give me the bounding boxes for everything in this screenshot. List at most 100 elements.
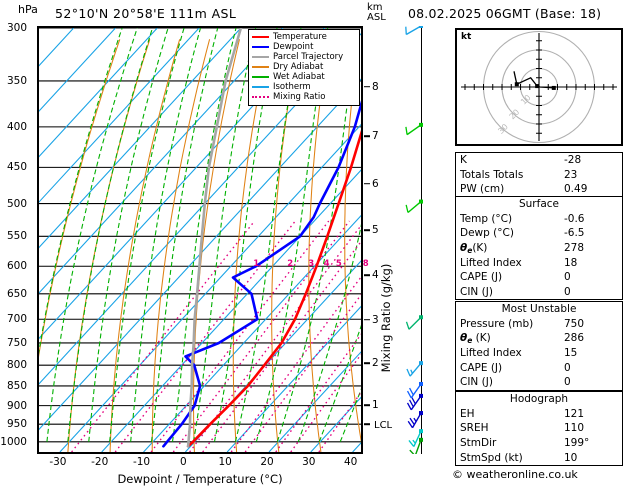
table-row-value: 15 [564, 347, 578, 360]
pressure-tick-label: 800 [6, 359, 27, 372]
table-row-value: -0.6 [564, 212, 585, 225]
altitude-tick-label: 6 [372, 177, 379, 190]
pressure-tick-label: 600 [6, 260, 27, 273]
altitude-tick [364, 362, 370, 364]
pressure-tick-label: 350 [6, 74, 27, 87]
pressure-tick-label: 650 [6, 287, 27, 300]
table-row-key: CIN (J) [460, 285, 493, 298]
wind-barb [405, 122, 423, 136]
lcl-label: LCL [374, 420, 393, 431]
table-row-key: K [460, 154, 467, 167]
altitude-tick-label: 4 [372, 269, 379, 282]
temperature-tick-label: 40 [343, 456, 358, 468]
legend-item: Dry Adiabat [252, 62, 356, 72]
wind-barb [406, 393, 423, 411]
altitude-unit-label: km [367, 2, 383, 13]
surface-table: Surface Temp (°C) -0.6 Dewp (°C) -6.5 θe(K) 27… [455, 196, 623, 301]
legend-swatch [252, 35, 269, 39]
table-row-value: 0 [564, 361, 571, 374]
table-row-key: Lifted Index [460, 256, 522, 269]
wind-barb [409, 437, 423, 454]
table-row-key: CIN (J) [460, 376, 493, 389]
legend-item: Parcel Trajectory [252, 52, 356, 62]
altitude-tick [364, 318, 370, 321]
pressure-tick-label: 950 [6, 418, 27, 431]
table-row-key: CAPE (J) [460, 361, 503, 374]
table-row: Totals Totals 23 [456, 168, 622, 183]
table-row-value: -28 [564, 154, 582, 167]
legend-label: Isotherm [273, 81, 311, 92]
most-unstable-table: Most Unstable Pressure (mb) 750 θe (K) 286 Li… [455, 301, 623, 391]
wind-barb [405, 315, 423, 330]
table-header: Hodograph [509, 393, 569, 405]
table-row-key: EH [460, 407, 475, 420]
altitude-tick [364, 229, 370, 231]
table-row-value: 286 [564, 332, 585, 345]
table-row-value: 278 [564, 242, 585, 255]
temperature-tick-label: 0 [180, 456, 187, 468]
table-row: StmSpd (kt) 10 [456, 450, 622, 465]
table-row: Pressure (mb) 750 [456, 317, 622, 332]
legend-item: Isotherm [252, 82, 356, 92]
hodograph-stats-table: Hodograph EH 121 SREH 110 StmDir 199° StmSpd (k… [455, 391, 623, 466]
hodograph-unit-label: kt [461, 32, 472, 42]
table-row: Dewp (°C) -6.5 [456, 226, 622, 241]
altitude-axis: 1 2 3 4 5 6 7 8 [364, 26, 398, 454]
table-row-key: PW (cm) [460, 183, 505, 196]
table-row-value: 0.49 [564, 183, 588, 196]
altitude-tick [364, 135, 370, 137]
temperature-tick-label: -10 [132, 456, 151, 468]
datetime-title: 08.02.2025 06GMT (Base: 18) [408, 6, 602, 21]
table-row: EH 121 [456, 407, 622, 422]
legend-item: Mixing Ratio [252, 92, 356, 102]
hodograph: 10 20 30 kt [455, 28, 623, 146]
pressure-tick-label: 400 [6, 120, 27, 133]
legend-swatch [252, 55, 269, 59]
temperature-tick-label: 10 [218, 456, 232, 468]
wind-barb-axis [421, 26, 423, 454]
table-row: K -28 [456, 153, 622, 168]
skewt-plot-area [39, 28, 361, 452]
table-row-value: 18 [564, 256, 578, 269]
altitude-tick [364, 86, 370, 88]
table-row-value: 199° [564, 437, 590, 450]
legend-item: Wet Adiabat [252, 72, 356, 82]
pressure-tick-label: 500 [6, 197, 27, 210]
table-row-key: Pressure (mb) [460, 317, 534, 330]
table-row-key: StmSpd (kt) [460, 451, 523, 464]
altitude-tick [364, 274, 370, 277]
legend-swatch [252, 65, 269, 69]
wind-barb [408, 429, 423, 447]
legend-swatch [252, 85, 269, 89]
table-row-value: 750 [564, 317, 585, 330]
wind-barb [406, 381, 423, 399]
altitude-tick [364, 182, 370, 185]
table-row: SREH 110 [456, 421, 622, 436]
legend-label: Dry Adiabat [273, 61, 324, 72]
altitude-tick-label: 5 [372, 224, 379, 237]
table-row: CAPE (J) 0 [456, 360, 622, 375]
table-row: Lifted Index 18 [456, 255, 622, 270]
temperature-tick-label: -30 [49, 456, 67, 468]
pressure-axis: 300 350 400 450 500 550 600 650 700 750 800 850 900 9… [0, 22, 35, 454]
hodograph-ring-label: 10 [519, 93, 533, 107]
pressure-tick-label: 1000 [0, 435, 27, 448]
table-row: CAPE (J) 0 [456, 270, 622, 285]
table-row: θe (K) 286 [456, 331, 622, 346]
legend-item: Dewpoint [252, 42, 356, 52]
legend-label: Dewpoint [273, 41, 314, 52]
wind-barb [405, 199, 423, 214]
pressure-tick-label: 750 [6, 336, 27, 349]
legend-label: Parcel Trajectory [273, 51, 344, 62]
table-row-key: SREH [460, 422, 489, 435]
table-row: θe(K) 278 [456, 241, 622, 256]
indices-table: K -28 Totals Totals 23 PW (cm) 0.49 [455, 152, 623, 198]
pressure-tick-label: 300 [6, 22, 27, 34]
legend-label: Temperature [273, 31, 327, 42]
pressure-tick-label: 450 [6, 161, 27, 174]
wind-barbs [405, 26, 423, 454]
pressure-tick-label: 700 [6, 313, 27, 326]
legend-label: Mixing Ratio [273, 91, 326, 102]
table-row-value: 10 [564, 451, 578, 464]
